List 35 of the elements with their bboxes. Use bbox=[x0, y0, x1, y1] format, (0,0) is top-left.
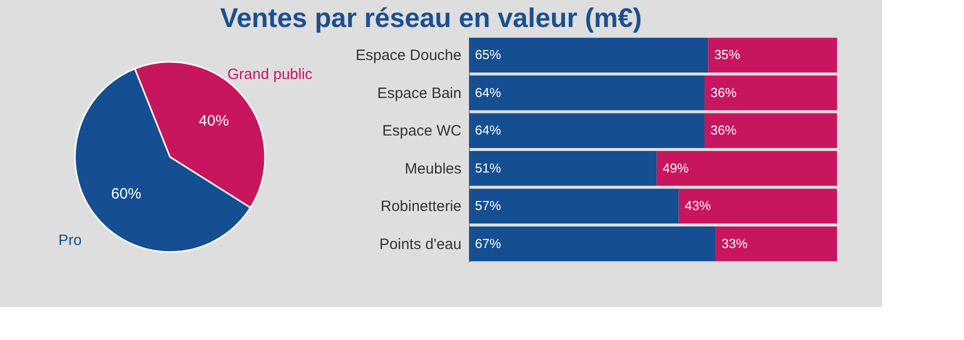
data-label: 35% bbox=[714, 47, 741, 62]
bar bbox=[469, 76, 705, 110]
bar bbox=[469, 113, 705, 148]
data-label: 40% bbox=[198, 112, 229, 130]
bar bbox=[469, 226, 716, 262]
y-tick-label: Espace WC bbox=[382, 122, 462, 140]
data-label: 67% bbox=[475, 236, 502, 251]
slice-label: Pro bbox=[58, 232, 82, 250]
slice-label: Grand public bbox=[227, 66, 313, 83]
data-label: 51% bbox=[475, 160, 502, 176]
bar bbox=[708, 38, 837, 72]
bar bbox=[716, 226, 837, 262]
bar bbox=[656, 151, 837, 186]
bar bbox=[469, 151, 657, 186]
y-tick-label: Espace Douche bbox=[356, 47, 462, 64]
y-tick-label: Points d'eau bbox=[379, 236, 462, 253]
data-label: 49% bbox=[662, 160, 690, 176]
bar bbox=[678, 188, 837, 224]
y-tick-label: Meubles bbox=[404, 160, 462, 178]
bar bbox=[469, 188, 679, 224]
data-label: 65% bbox=[475, 47, 502, 62]
data-label: 57% bbox=[475, 198, 502, 214]
data-label: 36% bbox=[710, 122, 737, 138]
data-label: 33% bbox=[722, 236, 748, 251]
data-label: 43% bbox=[684, 198, 712, 214]
y-tick-label: Robinetterie bbox=[380, 198, 462, 216]
y-tick-label: Espace Bain bbox=[377, 84, 462, 102]
bar bbox=[704, 76, 837, 110]
data-label: 36% bbox=[710, 84, 737, 100]
data-label: 64% bbox=[475, 84, 502, 100]
data-label: 60% bbox=[111, 185, 142, 202]
bar bbox=[469, 38, 708, 72]
bar bbox=[704, 113, 837, 148]
text: Ventes par réseau en valeur (m€) bbox=[220, 3, 642, 33]
data-label: 64% bbox=[475, 122, 502, 138]
